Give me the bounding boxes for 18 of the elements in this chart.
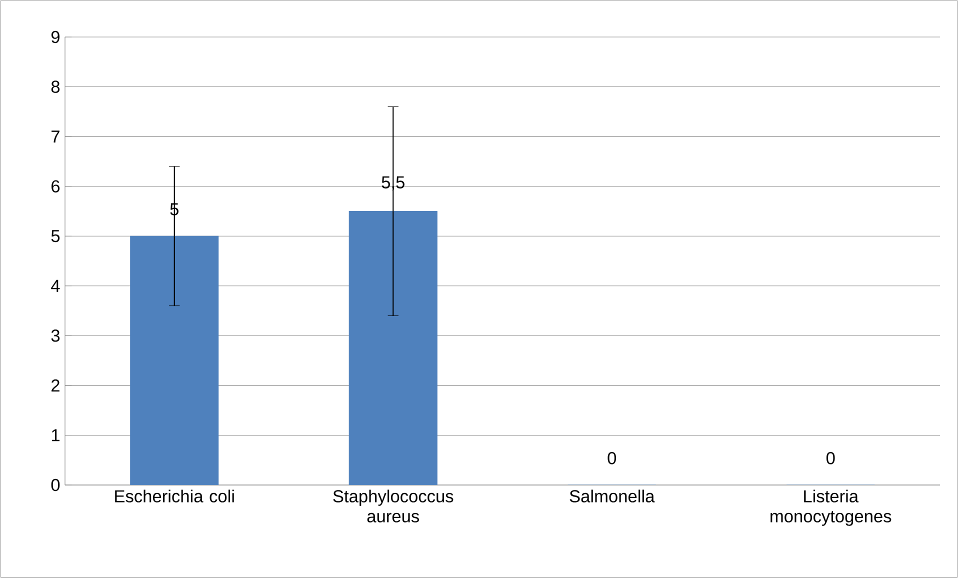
data-label: 0 <box>826 452 835 464</box>
y-tick-label: 0 <box>51 478 60 492</box>
y-tick-label: 3 <box>51 330 60 342</box>
y-tick-label: 5 <box>51 230 60 242</box>
data-label: 0 <box>608 452 616 464</box>
y-tick-label: 2 <box>52 379 60 392</box>
x-tick-label: Escherichia coli <box>115 490 234 502</box>
bar <box>130 236 219 485</box>
y-tick-label: 8 <box>51 80 60 93</box>
x-tick-label: Staphylococcus aureus <box>333 490 454 522</box>
x-tick-label: Salmonella <box>570 490 655 502</box>
x-tick-label: Listeria monocytogenes <box>770 490 892 526</box>
y-tick-label: 1 <box>52 429 60 442</box>
y-tick-label: 4 <box>51 280 60 292</box>
y-tick-label: 7 <box>52 130 60 143</box>
y-tick-label: 9 <box>51 30 60 44</box>
y-tick-label: 6 <box>52 180 60 192</box>
bar <box>348 210 438 485</box>
